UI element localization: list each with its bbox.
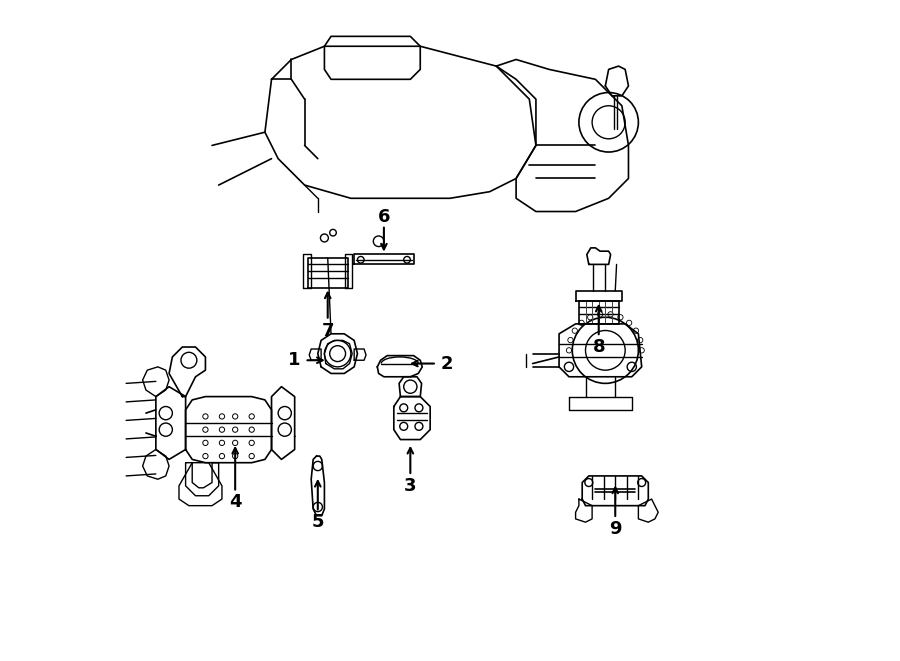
Text: 4: 4 [229, 493, 241, 512]
Text: 8: 8 [592, 338, 605, 356]
Text: 1: 1 [288, 351, 301, 369]
Text: 7: 7 [321, 321, 334, 340]
Text: 9: 9 [609, 520, 622, 538]
Text: 2: 2 [440, 354, 453, 373]
Text: 3: 3 [404, 477, 417, 495]
Text: 6: 6 [378, 208, 391, 226]
Text: 5: 5 [311, 513, 324, 531]
